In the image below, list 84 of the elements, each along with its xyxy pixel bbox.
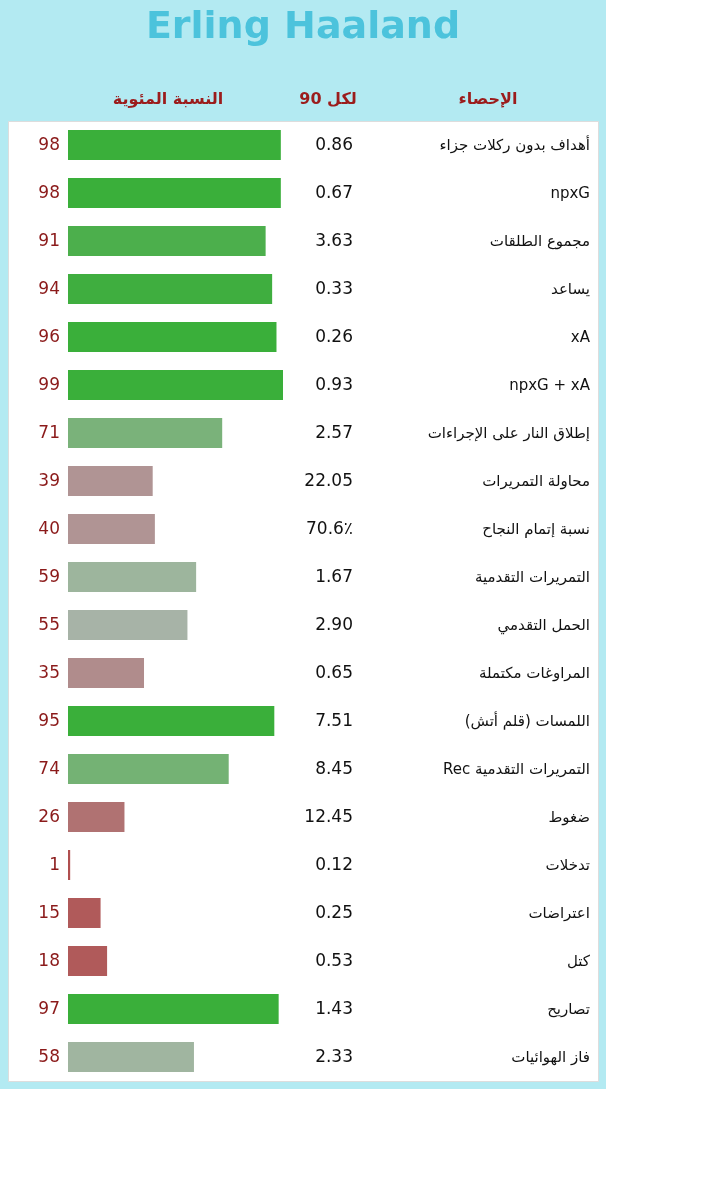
y-axis-title: الإحصاء [458,89,518,108]
bar [68,898,101,928]
bar [68,466,153,496]
text: 8.45 [315,758,353,778]
bar [68,370,283,400]
data-label: 71 [38,422,60,442]
data-label: 98 [38,182,60,202]
bar [68,562,197,592]
data-label: 94 [38,278,60,298]
x-axis-title: النسبة المئوية [112,89,224,108]
y-tick-label: إطلاق النار على الإجراءات [427,424,590,442]
bar [68,754,229,784]
data-label: 59 [38,566,60,586]
bar [68,274,273,304]
text: 0.12 [315,854,353,874]
bar [68,994,279,1024]
data-label: 58 [38,1046,60,1066]
text: 3.63 [315,230,353,250]
bar [68,322,277,352]
data-label: 18 [38,950,60,970]
data-label: 26 [38,806,60,826]
bar [68,130,281,160]
y-tick-label: تصاريح [547,1000,590,1018]
bar [68,946,108,976]
text: 0.26 [315,326,353,346]
y-tick-label: نسبة إتمام النجاح [482,520,590,538]
y-tick-label: أهداف بدون ركلات جزاء [439,135,590,154]
bar [68,658,145,688]
data-label: 40 [38,518,60,538]
text: 2.90 [315,614,353,634]
bar [68,1042,194,1072]
y-tick-label: npxG [550,184,590,202]
data-label: 35 [38,662,60,682]
text: 2.57 [315,422,353,442]
data-label: 99 [38,374,60,394]
text: 1.67 [315,566,353,586]
y-tick-label: يساعد [551,280,590,298]
y-tick-label: npxG + xA [509,376,591,394]
bar [68,706,275,736]
text: 70.6٪ [306,518,353,538]
text: لكل 90 [299,89,357,108]
bar [68,802,125,832]
bar [68,850,71,880]
data-label: 98 [38,134,60,154]
y-tick-label: كتل [566,952,591,970]
data-label: 55 [38,614,60,634]
text: 0.25 [315,902,353,922]
data-label: 95 [38,710,60,730]
data-label: 91 [38,230,60,250]
y-tick-label: Rec التمريرات التقدمية [442,760,590,778]
y-tick-label: محاولة التمريرات [482,472,590,490]
text: 7.51 [315,710,353,730]
y-tick-label: xA [570,328,591,346]
y-tick-label: ضغوط [548,808,590,826]
y-tick-label: المراوغات مكتملة [479,664,590,682]
bar [68,514,155,544]
data-label: 1 [49,854,60,874]
y-tick-label: اللمسات (قلم أتش) [464,711,590,730]
y-tick-label: التمريرات التقدمية [474,568,590,586]
text: 0.86 [315,134,353,154]
text: 0.33 [315,278,353,298]
text: 22.05 [304,470,353,490]
y-tick-label: تدخلات [545,856,590,874]
text: 0.93 [315,374,353,394]
text: 2.33 [315,1046,353,1066]
bar [68,610,188,640]
bar [68,418,223,448]
data-label: 74 [38,758,60,778]
bar [68,178,281,208]
y-tick-label: فاز الهوائيات [511,1048,590,1066]
data-label: 39 [38,470,60,490]
text: 0.67 [315,182,353,202]
text: 12.45 [304,806,353,826]
data-label: 96 [38,326,60,346]
data-label: 97 [38,998,60,1018]
chart-title: Erling Haaland [145,3,461,47]
y-tick-label: اعتراضات [528,904,590,922]
y-tick-label: الحمل التقدمي [497,616,590,635]
text: 1.43 [315,998,353,1018]
text: 0.53 [315,950,353,970]
y-tick-label: مجموع الطلقات [489,232,590,250]
data-label: 15 [38,902,60,922]
bar [68,226,266,256]
text: 0.65 [315,662,353,682]
